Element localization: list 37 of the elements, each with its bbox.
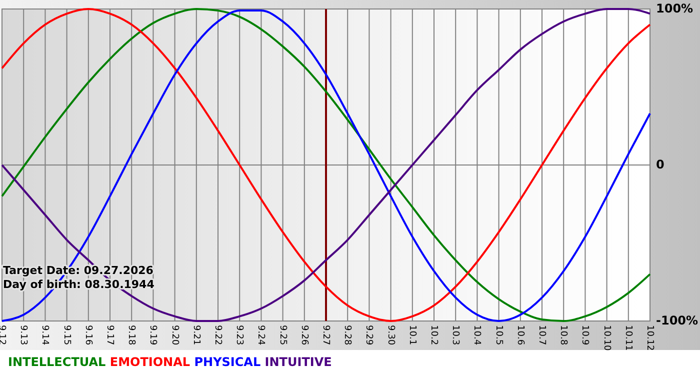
x-tick-label: 9.22: [212, 325, 223, 346]
x-tick-label: 9.27: [320, 325, 331, 346]
x-tick-label: 10.4: [472, 325, 482, 346]
x-tick-label: 9.24: [256, 325, 266, 346]
x-tick-label: 9.16: [82, 325, 93, 346]
x-tick-label: 9.30: [385, 325, 396, 346]
x-tick-label: 9.26: [298, 325, 309, 346]
x-tick-label: 10.9: [580, 325, 590, 346]
y-tick-label: 0: [656, 157, 664, 172]
x-tick-label: 9.21: [190, 325, 201, 346]
x-tick-label: 10.6: [514, 325, 525, 346]
text: PHYSICAL: [190, 355, 261, 369]
x-tick-label: 9.18: [126, 325, 136, 346]
x-tick-label: 9.20: [169, 325, 180, 346]
x-tick-label: 10.3: [450, 325, 460, 346]
x-tick-label: 9.15: [61, 325, 72, 346]
x-tick-label: 10.10: [601, 325, 612, 352]
x-tick-label: 9.28: [342, 325, 352, 346]
x-tick-label: 9.17: [104, 325, 115, 346]
x-tick-label: 9.19: [148, 325, 158, 346]
y-tick-label: 100%: [656, 1, 694, 16]
x-tick-label: 10.5: [493, 325, 504, 346]
x-tick-label: 9.25: [277, 325, 288, 346]
y-tick-label: -100%: [656, 313, 698, 328]
x-tick-label: 10.7: [536, 325, 547, 346]
x-tick-label: 10.12: [644, 325, 655, 351]
x-tick-label: 10.11: [622, 325, 633, 351]
text: INTUITIVE: [260, 355, 332, 369]
x-tick-label: 10.8: [558, 325, 568, 346]
x-tick-label: 9.23: [234, 325, 244, 346]
x-tick-label: 9.13: [18, 325, 28, 346]
text: EMOTIONAL: [106, 355, 190, 369]
x-tick-label: 10.2: [428, 325, 439, 346]
x-tick-label: 9.29: [364, 325, 374, 346]
x-tick-label: 10.1: [406, 325, 417, 346]
text: INTELLECTUAL: [8, 355, 106, 369]
x-tick-label: 9.14: [40, 325, 50, 346]
